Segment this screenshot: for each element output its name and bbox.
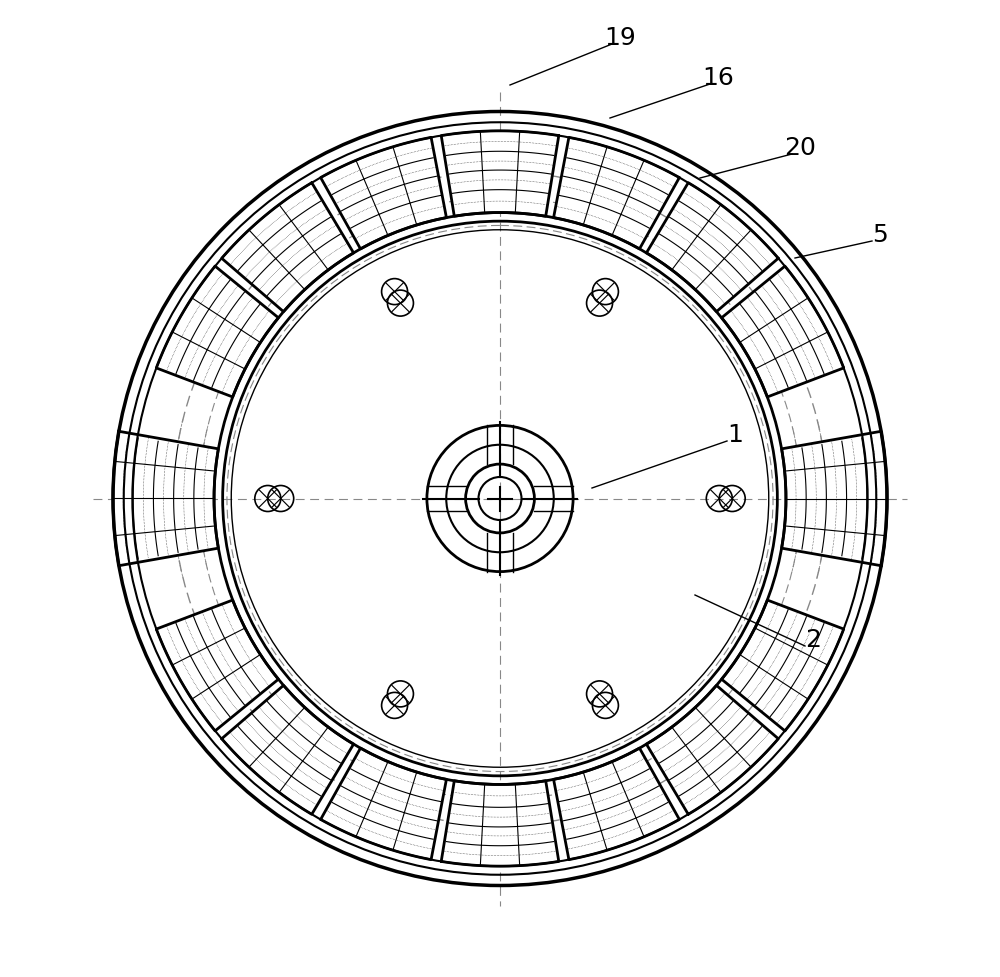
Polygon shape	[441, 131, 559, 216]
Text: 19: 19	[604, 26, 636, 50]
Polygon shape	[222, 183, 354, 312]
Polygon shape	[113, 431, 218, 566]
Polygon shape	[646, 685, 778, 814]
Polygon shape	[646, 183, 778, 312]
Text: 16: 16	[702, 66, 734, 90]
Polygon shape	[554, 748, 679, 860]
Polygon shape	[441, 781, 559, 867]
Polygon shape	[321, 138, 446, 249]
Polygon shape	[156, 600, 278, 731]
Polygon shape	[321, 748, 446, 860]
Polygon shape	[222, 685, 354, 814]
Text: 1: 1	[727, 423, 743, 447]
Polygon shape	[722, 600, 844, 731]
Polygon shape	[722, 266, 844, 397]
Text: 5: 5	[872, 223, 888, 247]
Polygon shape	[156, 266, 278, 397]
Text: 20: 20	[784, 136, 816, 160]
Polygon shape	[554, 138, 679, 249]
Polygon shape	[782, 431, 887, 566]
Text: 2: 2	[805, 628, 821, 652]
